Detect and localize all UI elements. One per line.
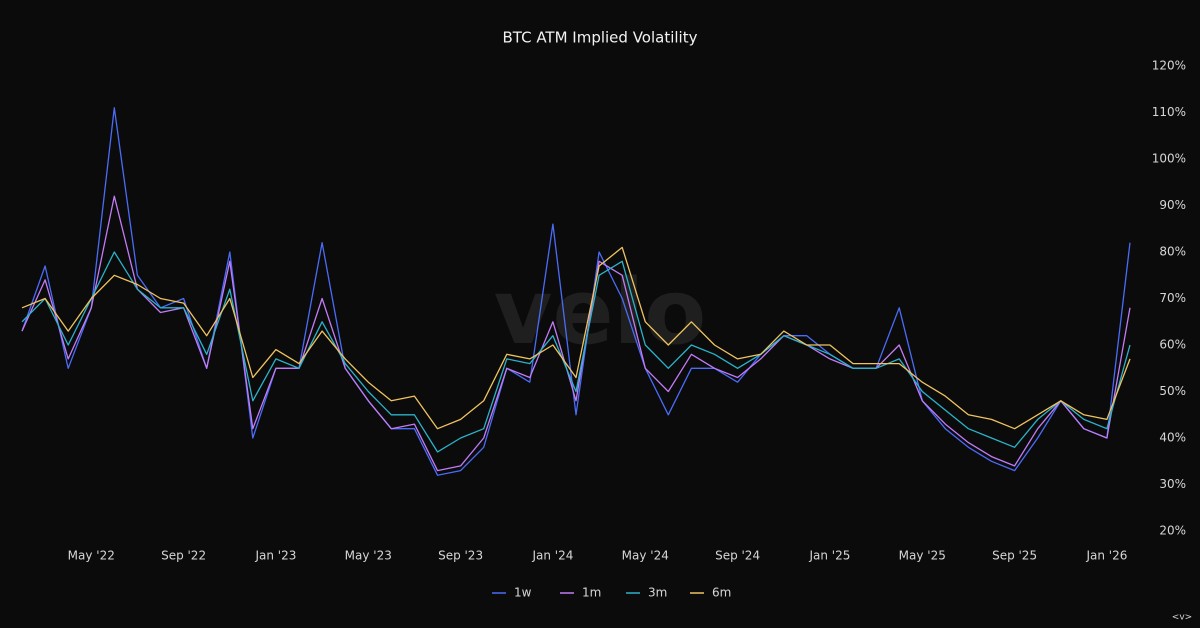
x-tick-label: Sep '23 (438, 549, 483, 563)
x-tick-label: May '23 (345, 549, 392, 563)
legend-label: 1m (582, 586, 601, 600)
x-tick-label: May '22 (68, 549, 115, 563)
y-tick-label: 90% (1159, 198, 1186, 212)
x-tick-label: Jan '24 (531, 549, 573, 563)
watermark: velo (494, 260, 706, 365)
y-tick-label: 110% (1152, 105, 1186, 119)
chart-title: BTC ATM Implied Volatility (503, 29, 698, 47)
series-line (21, 246, 1131, 430)
series-line (21, 251, 1131, 453)
x-tick-label: Sep '24 (715, 549, 760, 563)
x-tick-label: Sep '22 (161, 549, 206, 563)
legend-label: 1w (514, 586, 532, 600)
series-line (21, 195, 1131, 472)
y-tick-label: 40% (1159, 431, 1186, 445)
y-tick-label: 120% (1152, 59, 1186, 73)
y-tick-label: 50% (1159, 384, 1186, 398)
footer-mark: <v> (1172, 613, 1192, 623)
legend-label: 6m (712, 586, 731, 600)
y-tick-label: 20% (1159, 524, 1186, 538)
legend-label: 3m (648, 586, 667, 600)
x-tick-label: Sep '25 (992, 549, 1037, 563)
x-tick-label: May '25 (899, 549, 946, 563)
y-tick-label: 100% (1152, 152, 1186, 166)
y-tick-label: 60% (1159, 338, 1186, 352)
y-tick-label: 30% (1159, 477, 1186, 491)
x-tick-label: Jan '23 (254, 549, 296, 563)
x-tick-label: May '24 (622, 549, 669, 563)
y-tick-label: 70% (1159, 291, 1186, 305)
x-tick-label: Jan '25 (808, 549, 850, 563)
x-tick-label: Jan '26 (1085, 549, 1127, 563)
y-tick-label: 80% (1159, 245, 1186, 259)
